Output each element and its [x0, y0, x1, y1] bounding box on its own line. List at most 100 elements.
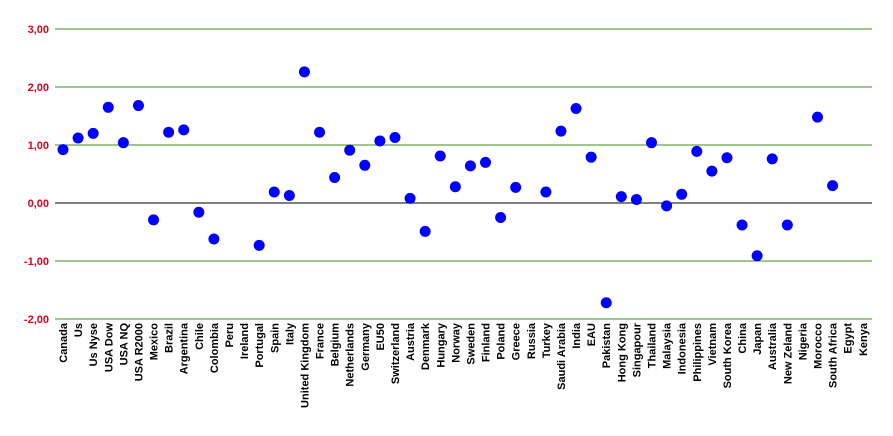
x-tick-label: Hong Kong — [616, 323, 628, 382]
data-point — [419, 225, 431, 237]
data-point — [615, 191, 627, 203]
data-point — [751, 250, 763, 262]
x-tick-label: Switzerland — [390, 323, 402, 384]
data-point — [691, 145, 703, 157]
y-tick-label: -2,00 — [24, 314, 49, 326]
x-tick-label: USA NQ — [118, 323, 130, 366]
data-point — [208, 233, 220, 245]
data-point — [404, 192, 416, 204]
x-tick-label: Saudi Arabia — [556, 322, 568, 390]
x-tick-label: USA Dow — [103, 323, 115, 373]
data-point — [510, 181, 522, 193]
data-point — [329, 171, 341, 183]
data-point — [283, 189, 295, 201]
x-tick-label: Denmark — [420, 322, 432, 370]
data-point — [570, 102, 582, 114]
x-tick-label: EAU — [586, 323, 598, 346]
x-tick-label: Thailand — [647, 323, 659, 368]
x-tick-label: Kenya — [858, 322, 870, 356]
data-point — [812, 111, 823, 123]
x-tick-label: Sweden — [465, 323, 477, 365]
data-point — [178, 124, 190, 136]
x-tick-label: Belgium — [330, 323, 342, 367]
x-tick-label: Japan — [752, 323, 764, 355]
x-tick-label: Italy — [284, 322, 296, 345]
x-tick-label: Turkey — [541, 322, 553, 358]
x-tick-label: USA R2000 — [133, 323, 145, 381]
x-tick-label: United Kingdom — [299, 323, 311, 408]
x-tick-label: Germany — [360, 322, 372, 371]
data-point — [72, 132, 84, 144]
x-tick-label: Greece — [511, 323, 523, 360]
x-tick-label: Argentina — [179, 322, 191, 374]
x-tick-label: Australia — [767, 322, 779, 370]
x-axis-ticks: Canada Us Us Nyse USA Dow USA NQ USA R2000 Mex… — [58, 322, 870, 408]
x-tick-label: Us — [73, 323, 85, 337]
x-tick-label: Malaysia — [662, 322, 674, 369]
data-point — [389, 131, 401, 143]
data-point — [585, 151, 597, 163]
x-tick-label: Hungary — [435, 322, 447, 368]
data-point — [600, 297, 612, 309]
x-tick-label: Pakistan — [601, 323, 613, 369]
data-point — [193, 206, 205, 218]
data-point — [132, 100, 144, 112]
x-tick-label: Spain — [269, 323, 281, 353]
data-point — [374, 135, 386, 147]
x-tick-label: India — [571, 322, 583, 349]
y-tick-label: 3,00 — [28, 24, 49, 36]
data-point — [102, 101, 114, 113]
x-tick-label: Philippines — [692, 323, 704, 382]
data-point — [661, 200, 673, 212]
x-tick-label: China — [737, 322, 749, 353]
x-tick-label: Canada — [58, 322, 70, 363]
x-tick-label: France — [315, 323, 327, 359]
data-point — [344, 144, 356, 156]
data-point — [676, 188, 688, 200]
data-point — [646, 137, 658, 149]
y-tick-label: -1,00 — [24, 256, 49, 268]
y-axis-ticks: 3,00 2,00 1,00 0,00 -1,00 -2,00 — [24, 24, 49, 326]
x-tick-label: Vietnam — [707, 323, 719, 366]
data-point — [781, 219, 793, 231]
x-tick-label: Finland — [481, 323, 493, 362]
data-point — [480, 156, 492, 168]
x-tick-label: Mexico — [149, 323, 161, 361]
y-tick-label: 2,00 — [28, 82, 49, 94]
data-point — [57, 144, 69, 156]
x-tick-label: EU50 — [375, 323, 387, 351]
data-point — [87, 127, 99, 139]
data-point — [268, 186, 280, 198]
data-point — [449, 181, 461, 193]
x-tick-label: Egypt — [843, 323, 855, 354]
x-tick-label: Brazil — [164, 323, 176, 353]
data-point — [253, 239, 265, 251]
x-tick-label: Peru — [224, 323, 236, 347]
data-point — [540, 186, 552, 198]
data-point — [117, 137, 129, 149]
data-point — [495, 212, 507, 223]
x-tick-label: South Africa — [828, 322, 840, 388]
data-point — [148, 214, 160, 226]
x-tick-label: Russia — [526, 322, 538, 359]
data-point — [298, 66, 310, 78]
y-tick-label: 1,00 — [28, 140, 49, 152]
gridlines — [55, 28, 872, 320]
data-point — [359, 159, 371, 171]
data-point — [163, 126, 175, 138]
data-point — [434, 150, 446, 162]
data-point — [555, 125, 567, 137]
data-point — [464, 160, 476, 172]
data-point — [706, 165, 718, 177]
x-tick-label: Poland — [496, 323, 508, 360]
x-tick-label: Austria — [405, 322, 417, 361]
x-tick-label: Us Nyse — [88, 323, 100, 366]
x-tick-label: Ireland — [239, 323, 251, 359]
x-tick-label: Indonesia — [677, 322, 689, 374]
y-tick-label: 0,00 — [28, 198, 49, 210]
data-point — [736, 219, 748, 231]
x-tick-label: Portugal — [254, 323, 266, 368]
data-point — [766, 153, 778, 165]
